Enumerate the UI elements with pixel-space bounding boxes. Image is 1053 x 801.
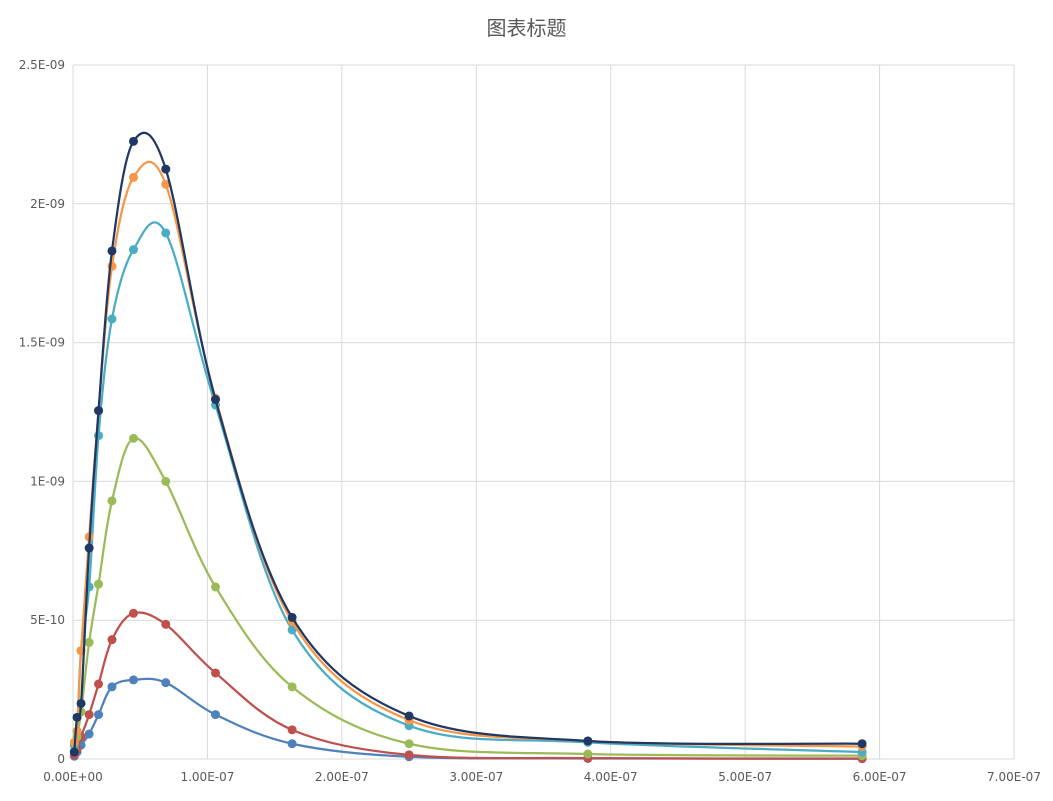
x-tick-label: 2.00E-07 <box>315 770 369 784</box>
series-3-point <box>107 496 117 506</box>
series-4-point <box>287 625 297 635</box>
series-6-point <box>857 739 867 749</box>
y-tick-label: 2E-09 <box>30 197 65 211</box>
series-6-line <box>73 131 863 753</box>
series-6-point <box>76 698 86 708</box>
series-3-point <box>84 637 94 647</box>
x-tick-label: 0.00E+00 <box>43 770 103 784</box>
series-1-point <box>210 710 220 720</box>
series-6-point <box>287 612 297 622</box>
series-1-point <box>107 682 117 692</box>
series-6-point <box>84 543 94 553</box>
series-3-point <box>287 682 297 692</box>
series-6-point <box>161 164 171 174</box>
series-6-point <box>210 395 220 405</box>
series-5-line <box>73 160 863 748</box>
series-3-point <box>94 579 104 589</box>
series-4-point <box>161 228 171 238</box>
x-tick-label: 3.00E-07 <box>449 770 503 784</box>
x-tick-label: 7.00E-07 <box>987 770 1041 784</box>
series-4-point <box>128 245 138 255</box>
y-tick-label: 1E-09 <box>30 474 65 488</box>
y-tick-label: 0 <box>57 752 65 766</box>
x-tick-label: 6.00E-07 <box>853 770 907 784</box>
series-2-line <box>73 611 863 760</box>
series-6-point <box>583 736 593 746</box>
series-1-point <box>128 675 138 685</box>
series-1-point <box>287 739 297 749</box>
series-1-line <box>73 677 863 760</box>
series-6-point <box>128 136 138 146</box>
series-2-point <box>404 750 414 760</box>
series-2-point <box>84 710 94 720</box>
series-2-point <box>210 668 220 678</box>
series-3-line <box>73 437 863 757</box>
x-tick-label: 5.00E-07 <box>718 770 772 784</box>
series-4-point <box>107 314 117 324</box>
series-3-point <box>161 476 171 486</box>
series-3-point <box>404 739 414 749</box>
x-tick-label: 1.00E-07 <box>180 770 234 784</box>
x-tick-label: 4.00E-07 <box>584 770 638 784</box>
series-2-point <box>287 725 297 735</box>
y-tick-label: 2.5E-09 <box>19 58 65 72</box>
series-1-point <box>94 710 104 720</box>
series-1-point <box>161 678 171 688</box>
series-6-point <box>107 246 117 256</box>
series-6-point <box>404 711 414 721</box>
series-5-point <box>161 179 171 189</box>
y-tick-label: 1.5E-09 <box>19 336 65 350</box>
y-tick-label: 5E-10 <box>30 613 65 627</box>
series-3-point <box>210 582 220 592</box>
chart-title: 图表标题 <box>486 16 567 40</box>
series-2-point <box>107 635 117 645</box>
series-6-point <box>69 747 79 757</box>
series-2-point <box>128 608 138 618</box>
series-6-point <box>94 406 104 416</box>
series-5-point <box>128 172 138 182</box>
series-3-point <box>583 749 593 759</box>
series-2-point <box>94 679 104 689</box>
series-3-point <box>128 433 138 443</box>
series-6-point <box>72 712 82 722</box>
series-2-point <box>161 619 171 629</box>
series-1-point <box>84 729 94 739</box>
